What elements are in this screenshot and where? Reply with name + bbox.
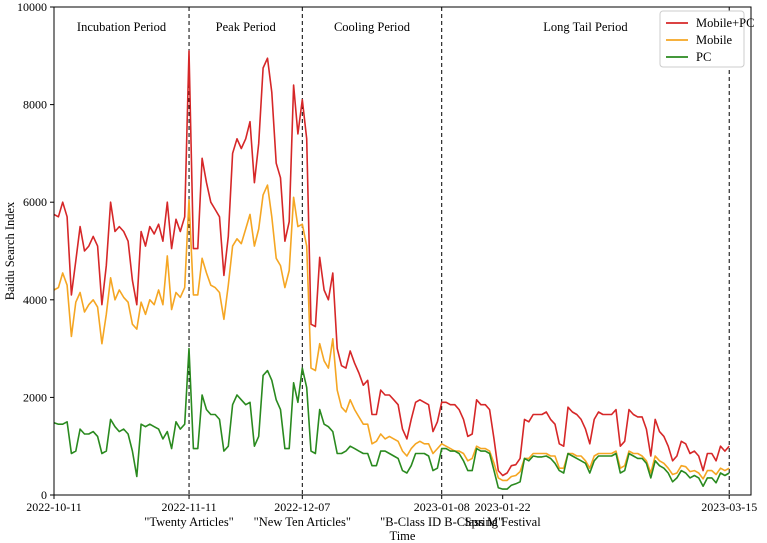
- period-label: Incubation Period: [77, 20, 167, 34]
- legend-label: PC: [696, 50, 711, 64]
- y-tick-label: 2000: [23, 390, 47, 404]
- legend-label: Mobile: [696, 33, 733, 47]
- period-label: Cooling Period: [334, 20, 411, 34]
- x-tick-label: 2022-11-11: [161, 500, 216, 514]
- y-tick-label: 6000: [23, 195, 47, 209]
- x-axis-title: Time: [390, 529, 416, 543]
- period-label: Peak Period: [216, 20, 277, 34]
- plot-frame: [53, 6, 752, 496]
- period-labels: Incubation Period Peak Period Cooling Peri…: [77, 20, 628, 34]
- event-label: "B-Class ID B-Class M": [380, 515, 503, 529]
- x-tick-label: 2023-01-22: [475, 500, 531, 514]
- y-tick-label: 8000: [23, 98, 47, 112]
- period-label: Long Tail Period: [543, 20, 628, 34]
- event-label: Spring Festival: [465, 515, 542, 529]
- y-axis-title: Baidu Search Index: [3, 201, 17, 300]
- legend-box: [659, 10, 745, 68]
- y-tick-label: 4000: [23, 293, 47, 307]
- y-tick-label: 10000: [17, 0, 47, 14]
- x-tick-label: 2022-10-11: [26, 500, 82, 514]
- series-line-pc: [53, 347, 730, 490]
- series-line-mobile: [53, 184, 730, 482]
- x-tick-label: 2023-03-15: [701, 500, 757, 514]
- x-axis: 2022-10-11 2022-11-11"Twenty Articles" 202…: [26, 495, 757, 529]
- y-axis: 0 2000 4000 6000 8000 10000: [17, 0, 54, 502]
- x-tick-label: 2022-12-07: [274, 500, 330, 514]
- y-tick-label: 0: [41, 488, 47, 502]
- event-label: "Twenty Articles": [144, 515, 234, 529]
- legend-label: Mobile+PC: [696, 16, 754, 30]
- series-lines: [53, 50, 730, 490]
- event-label: "New Ten Articles": [254, 515, 351, 529]
- series-line-mobile-pc: [53, 50, 730, 477]
- x-tick-label: 2023-01-08: [414, 500, 470, 514]
- legend: Mobile+PC Mobile PC: [659, 10, 754, 68]
